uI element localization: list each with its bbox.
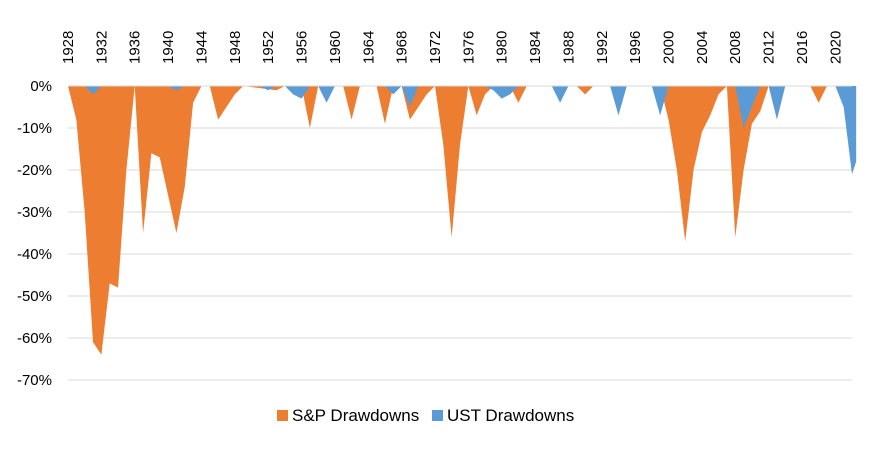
x-tick-label: 1952 [260,31,277,64]
x-tick-label: 1968 [394,31,411,64]
y-tick-label: -60% [17,330,52,347]
x-tick-label: 1996 [627,31,644,64]
y-tick-label: -70% [17,372,52,389]
y-tick-labels: 0% -10% -20% -30% -40% -50% -60% -70% [17,78,52,389]
x-tick-label: 1960 [327,31,344,64]
legend-label-sp: S&P Drawdowns [292,406,419,425]
x-tick-label: 1988 [560,31,577,64]
x-tick-label: 2004 [694,31,711,64]
x-tick-label: 2020 [827,31,844,64]
x-tick-labels: 1928 1932 1936 1940 1944 1948 1952 1956 1960 1964… [60,31,844,64]
x-tick-label: 2012 [761,31,778,64]
legend-label-ust: UST Drawdowns [447,406,574,425]
y-tick-label: -20% [17,162,52,179]
y-gridlines [68,127,852,381]
x-tick-label: 1964 [360,31,377,64]
series-area-sp [68,86,852,355]
x-tick-label: 1976 [460,31,477,64]
x-tick-label: 1944 [193,31,210,64]
x-tick-label: 1992 [594,31,611,64]
x-tick-label: 1940 [160,31,177,64]
series-area-ust [68,86,857,175]
x-tick-label: 1980 [494,31,511,64]
y-tick-label: -10% [17,120,52,137]
x-tick-label: 2008 [727,31,744,64]
y-tick-label: 0% [30,78,52,95]
x-tick-label: 1932 [93,31,110,64]
y-tick-label: -50% [17,288,52,305]
x-tick-label: 1936 [127,31,144,64]
y-tick-label: -30% [17,204,52,221]
legend-swatch-sp [277,410,288,421]
y-tick-label: -40% [17,246,52,263]
legend: S&P Drawdowns UST Drawdowns [277,406,574,425]
legend-swatch-ust [432,410,443,421]
x-tick-label: 1972 [427,31,444,64]
series-areas [68,86,857,355]
x-tick-label: 1956 [294,31,311,64]
x-tick-label: 1948 [227,31,244,64]
x-tick-label: 2000 [661,31,678,64]
x-tick-label: 1984 [527,31,544,64]
x-tick-label: 1928 [60,31,77,64]
x-tick-label: 2016 [794,31,811,64]
